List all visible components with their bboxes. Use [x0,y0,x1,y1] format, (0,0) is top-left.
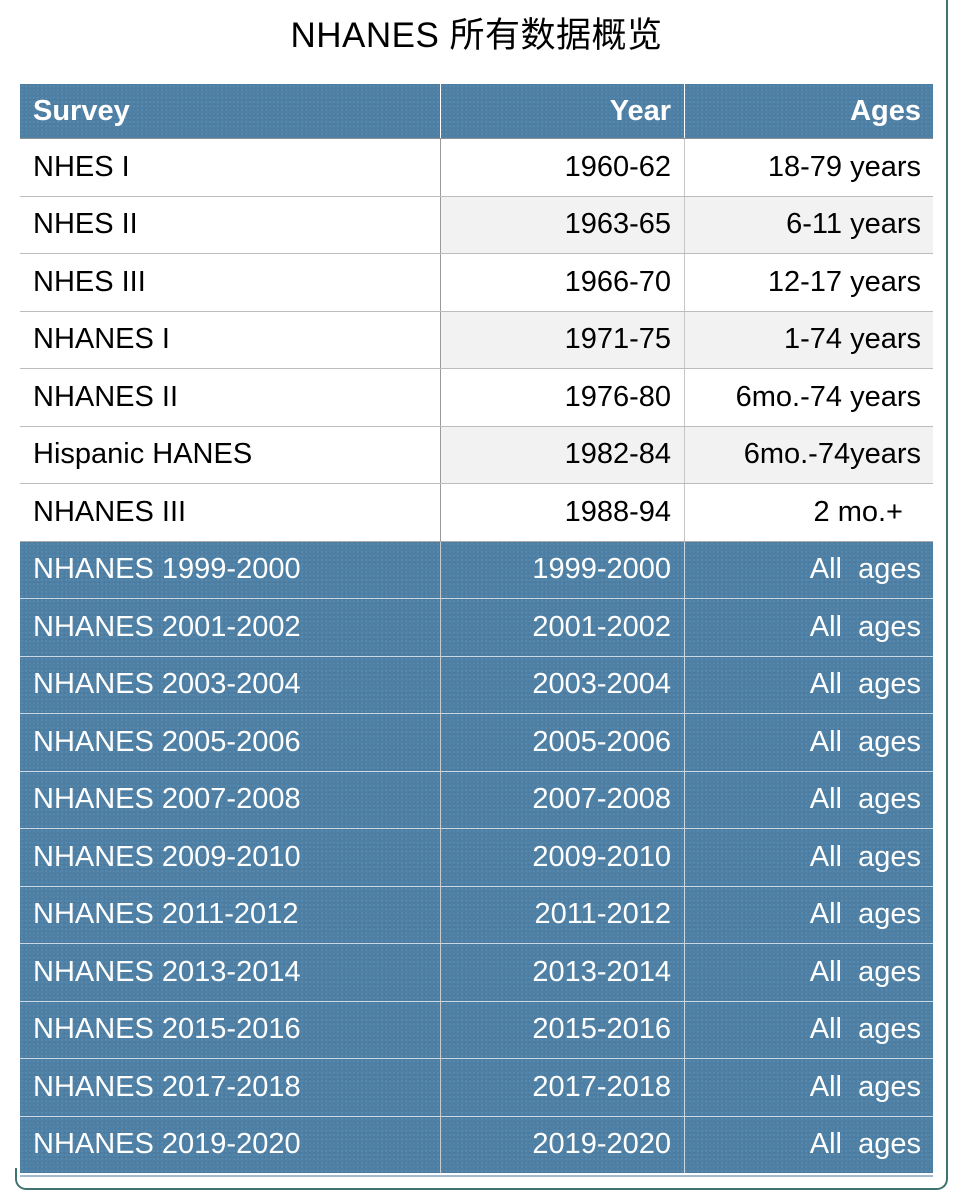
cell-ages: All ages [684,1059,933,1116]
cell-ages: All ages [684,599,933,656]
table-row: NHANES 2017-2018 2017-2018 All ages [20,1058,933,1116]
page-title: NHANES 所有数据概览 [290,16,663,55]
cell-year: 2017-2018 [440,1059,684,1116]
cell-year: 1982-84 [440,426,684,483]
table-row: NHANES 2007-2008 2007-2008 All ages [20,770,933,828]
cell-ages: 2 mo.+ [684,484,933,541]
cell-year: 2003-2004 [440,656,684,713]
column-header-year: Year [440,84,684,138]
cell-ages: All ages [684,1001,933,1058]
cell-survey: NHANES 2017-2018 [33,1070,301,1103]
table-row: NHANES 2005-2006 2005-2006 All ages [20,713,933,771]
table-row: NHANES 1999-2000 1999-2000 All ages [20,540,933,598]
frame-left-cover [13,0,19,1168]
cell-ages: All ages [684,1116,933,1173]
cell-ages: 6-11 years [684,196,933,253]
cell-year: 2013-2014 [440,944,684,1001]
cell-survey: NHANES 2009-2010 [33,840,301,873]
cell-survey: NHANES 2013-2014 [33,955,301,988]
table-row: NHES II 1963-65 6-11 years [20,195,933,253]
table-row: NHANES 2013-2014 2013-2014 All ages [20,943,933,1001]
table-row: NHANES 2009-2010 2009-2010 All ages [20,828,933,886]
cell-year: 2007-2008 [440,771,684,828]
cell-year: 1963-65 [440,196,684,253]
table-row: NHANES 2003-2004 2003-2004 All ages [20,655,933,713]
cell-ages: 6mo.-74years [684,426,933,483]
cell-survey: NHES III [33,265,146,298]
table-row: Hispanic HANES 1982-84 6mo.-74years [20,425,933,483]
cell-ages: 1-74 years [684,311,933,368]
cell-survey: NHANES 2015-2016 [33,1013,301,1046]
cell-survey: NHANES 2001-2002 [33,610,301,643]
table-row: NHANES 2001-2002 2001-2002 All ages [20,598,933,656]
cell-ages: All ages [684,771,933,828]
table-row: NHANES II 1976-80 6mo.-74 years [20,368,933,426]
cell-survey: NHES II [33,208,138,241]
table-row: NHANES 2015-2016 2015-2016 All ages [20,1000,933,1058]
cell-year: 2011-2012 [440,886,684,943]
cell-survey: NHANES III [33,495,187,528]
table-row: NHANES 2019-2020 2019-2020 All ages [20,1115,933,1173]
cell-year: 1966-70 [440,254,684,311]
cell-year: 1971-75 [440,311,684,368]
cell-year: 1976-80 [440,369,684,426]
cell-survey: NHANES 2011-2012 [33,898,299,931]
cell-year: 2019-2020 [440,1116,684,1173]
cell-ages: All ages [684,944,933,1001]
table-row: NHANES III 1988-94 2 mo.+ [20,483,933,541]
cell-survey: NHANES 2003-2004 [33,668,301,701]
table-row: NHANES 2011-2012 2011-2012 All ages [20,885,933,943]
cell-survey: NHES I [33,150,130,183]
column-header-ages: Ages [684,84,933,138]
cell-ages: 12-17 years [684,254,933,311]
table-body: NHES I 1960-62 18-79 years NHES II 1963-65 6-… [20,138,933,1173]
column-header-survey: Survey [33,94,130,127]
cell-year: 2015-2016 [440,1001,684,1058]
cell-year: 1999-2000 [440,541,684,598]
nhanes-overview-table: Survey Year Ages NHES I 1960-62 18-79 year… [20,84,933,1177]
cell-survey: NHANES 2005-2006 [33,725,301,758]
cell-ages: 18-79 years [684,139,933,196]
cell-ages: 6mo.-74 years [684,369,933,426]
cell-survey: NHANES I [33,323,170,356]
cell-year: 2009-2010 [440,829,684,886]
cell-ages: All ages [684,829,933,886]
cell-survey: Hispanic HANES [33,438,253,471]
cell-survey: NHANES 1999-2000 [33,553,301,586]
cell-year: 1988-94 [440,484,684,541]
cell-survey: NHANES 2007-2008 [33,783,301,816]
cell-ages: All ages [684,541,933,598]
table-row: NHANES I 1971-75 1-74 years [20,310,933,368]
cell-ages: All ages [684,656,933,713]
table-header-row: Survey Year Ages [20,84,933,138]
cell-survey: NHANES 2019-2020 [33,1128,301,1161]
cell-year: 1960-62 [440,139,684,196]
cell-ages: All ages [684,886,933,943]
cell-year: 2005-2006 [440,714,684,771]
cell-ages: All ages [684,714,933,771]
table-row: NHES III 1966-70 12-17 years [20,253,933,311]
cell-year: 2001-2002 [440,599,684,656]
table-row: NHES I 1960-62 18-79 years [20,138,933,196]
cell-survey: NHANES II [33,380,179,413]
